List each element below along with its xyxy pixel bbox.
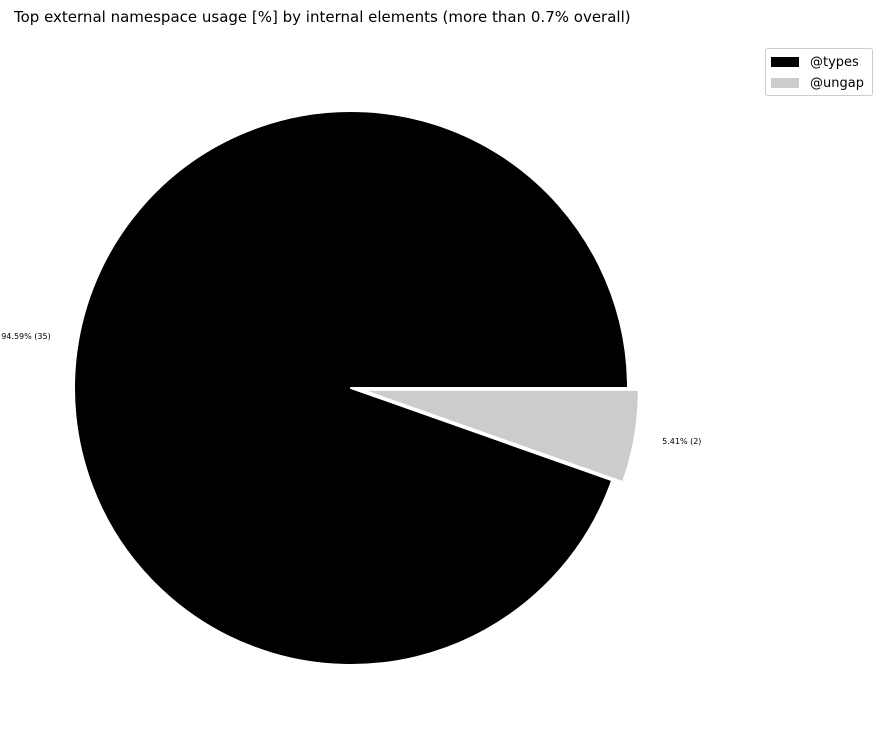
chart-legend: @types @ungap <box>765 48 873 96</box>
pie-slice-types <box>73 110 629 666</box>
legend-swatch-types <box>771 57 799 67</box>
legend-label-types: @types <box>810 54 859 70</box>
pie-label-ungap: 5.41% (2) <box>662 437 701 446</box>
pie-slice-ungap <box>360 388 640 484</box>
pie-label-types: 94.59% (35) <box>1 332 50 341</box>
legend-entry-types: @types <box>771 54 859 70</box>
legend-entry-ungap: @ungap <box>771 75 864 91</box>
legend-swatch-ungap <box>771 78 799 88</box>
pie-slices <box>73 110 640 666</box>
legend-label-ungap: @ungap <box>810 75 864 91</box>
chart-title: Top external namespace usage [%] by inte… <box>14 8 631 26</box>
pie-labels: 94.59% (35) 5.41% (2) <box>1 332 701 446</box>
